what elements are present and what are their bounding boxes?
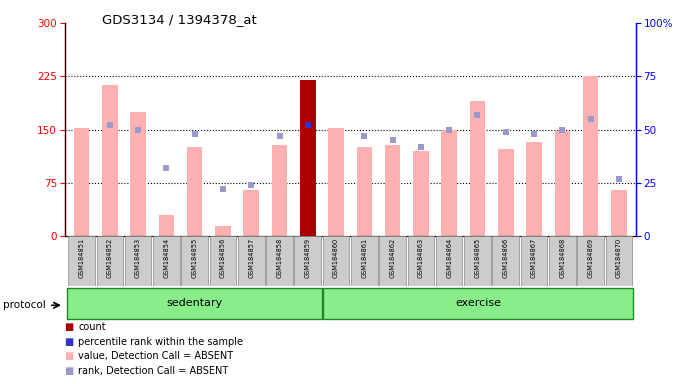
Bar [379, 236, 406, 286]
Text: GSM184869: GSM184869 [588, 238, 594, 278]
Bar [215, 225, 231, 236]
Bar [158, 215, 174, 236]
Bar [351, 236, 377, 286]
Bar [328, 128, 344, 236]
Bar [209, 236, 236, 286]
Bar [470, 101, 486, 236]
Bar [102, 85, 118, 236]
Text: GSM184860: GSM184860 [333, 238, 339, 278]
Bar [441, 129, 457, 236]
Bar [125, 236, 152, 286]
Bar [131, 112, 146, 236]
Text: rank, Detection Call = ABSENT: rank, Detection Call = ABSENT [78, 366, 228, 376]
Bar [385, 145, 401, 236]
Text: ■: ■ [65, 366, 74, 376]
Bar [153, 236, 180, 286]
Bar [521, 236, 547, 286]
Text: sedentary: sedentary [167, 298, 223, 308]
Bar [97, 236, 123, 286]
Bar [492, 236, 519, 286]
Text: GSM184863: GSM184863 [418, 238, 424, 278]
Bar [300, 80, 316, 236]
Text: GSM184866: GSM184866 [503, 238, 509, 278]
Bar [526, 142, 542, 236]
Text: GSM184859: GSM184859 [305, 238, 311, 278]
Text: GSM184858: GSM184858 [277, 238, 282, 278]
Text: GSM184851: GSM184851 [79, 238, 84, 278]
Bar [68, 236, 95, 286]
Text: GSM184861: GSM184861 [361, 238, 367, 278]
Text: GSM184862: GSM184862 [390, 238, 396, 278]
Text: GSM184870: GSM184870 [616, 238, 622, 278]
Text: GSM184853: GSM184853 [135, 238, 141, 278]
Bar [611, 190, 626, 236]
Text: percentile rank within the sample: percentile rank within the sample [78, 337, 243, 347]
Bar [498, 149, 513, 236]
Bar [74, 128, 89, 236]
Bar [464, 236, 491, 286]
Bar [266, 236, 293, 286]
Bar [436, 236, 462, 286]
Text: value, Detection Call = ABSENT: value, Detection Call = ABSENT [78, 351, 233, 361]
Text: GSM184865: GSM184865 [475, 238, 481, 278]
Text: GSM184855: GSM184855 [192, 238, 198, 278]
Bar [182, 236, 208, 286]
Bar [413, 151, 428, 236]
Bar [294, 236, 321, 286]
Text: count: count [78, 322, 106, 332]
Bar [323, 236, 350, 286]
Text: ■: ■ [65, 351, 74, 361]
Text: protocol: protocol [3, 300, 46, 310]
Text: GSM184854: GSM184854 [163, 238, 169, 278]
Bar [549, 236, 575, 286]
Text: ■: ■ [65, 337, 74, 347]
Bar [67, 288, 322, 319]
Text: GSM184868: GSM184868 [559, 238, 565, 278]
Bar [272, 145, 287, 236]
Bar [187, 147, 203, 236]
Bar [583, 76, 598, 236]
Text: exercise: exercise [455, 298, 501, 308]
Bar [577, 236, 604, 286]
Bar [407, 236, 435, 286]
Text: ■: ■ [65, 322, 74, 332]
Text: GSM184867: GSM184867 [531, 238, 537, 278]
Text: GSM184852: GSM184852 [107, 238, 113, 278]
Bar [554, 131, 570, 236]
Text: GSM184864: GSM184864 [446, 238, 452, 278]
Bar [238, 236, 265, 286]
Bar [356, 147, 372, 236]
Text: GSM184856: GSM184856 [220, 238, 226, 278]
Text: GSM184857: GSM184857 [248, 238, 254, 278]
Bar [606, 236, 632, 286]
Bar [323, 288, 633, 319]
Bar [243, 190, 259, 236]
Text: GDS3134 / 1394378_at: GDS3134 / 1394378_at [102, 13, 257, 26]
